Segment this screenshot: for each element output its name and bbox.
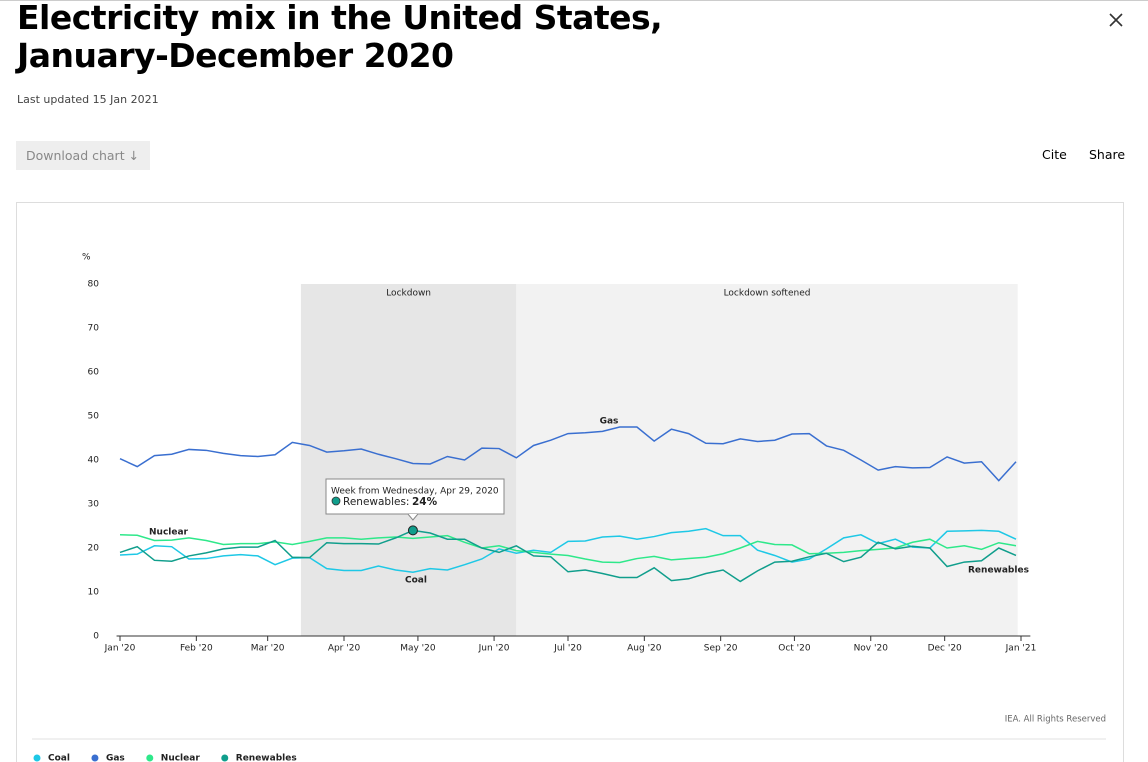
series-line (119, 529, 1017, 583)
y-tick-label: 70 (88, 324, 100, 334)
download-button[interactable]: Download chart ↓ (16, 141, 150, 170)
x-tick-label: Aug '20 (627, 644, 662, 654)
tooltip-swatch (331, 496, 341, 506)
x-tick-label: Jan '21 (1005, 644, 1037, 654)
x-tick-label: Dec '20 (928, 644, 962, 654)
legend-swatch (221, 754, 229, 762)
legend-label[interactable]: Gas (106, 754, 125, 762)
x-tick-label: Sep '20 (704, 644, 738, 654)
y-tick-label: 10 (88, 588, 100, 598)
highlight-point (407, 525, 418, 536)
legend-swatch (33, 754, 41, 762)
tooltip-box (325, 478, 505, 515)
tooltip-value: 24% (412, 496, 438, 508)
series-label: Nuclear (149, 528, 189, 538)
series-line (119, 527, 1017, 573)
x-tick-label: Jan '20 (104, 644, 136, 654)
y-tick-label: 30 (88, 500, 100, 510)
chart-card (16, 202, 1124, 762)
tooltip-label: Renewables: (343, 496, 409, 508)
period-label: Lockdown softened (724, 289, 811, 299)
legend-swatch (91, 754, 99, 762)
series-line (119, 426, 1017, 482)
x-tick-label: Oct '20 (778, 644, 811, 654)
close-button[interactable] (1108, 12, 1124, 28)
x-tick-label: Nov '20 (854, 644, 889, 654)
page-title: Electricity mix in the United States, Ja… (17, 0, 663, 75)
legend-label[interactable]: Coal (48, 754, 70, 762)
period-band (300, 284, 517, 636)
period-label: Lockdown (386, 289, 431, 299)
y-tick-label: 40 (88, 456, 100, 466)
credit: IEA. All Rights Reserved (1005, 715, 1106, 725)
y-tick-label: 0 (93, 632, 99, 642)
y-tick-label: 50 (88, 412, 100, 422)
legend-label[interactable]: Renewables (236, 754, 297, 762)
y-unit: % (82, 253, 91, 263)
tooltip-pointer (407, 513, 419, 521)
share-link[interactable]: Share (1089, 147, 1126, 162)
x-tick-label: May '20 (400, 644, 436, 654)
cite-link[interactable]: Cite (1042, 147, 1067, 162)
x-tick-label: Apr '20 (328, 644, 361, 654)
last-updated: Last updated 15 Jan 2021 (17, 93, 159, 106)
series-label: Gas (600, 417, 619, 427)
x-tick-label: Jun '20 (478, 644, 510, 654)
x-tick-label: Feb '20 (180, 644, 213, 654)
y-tick-label: 60 (88, 368, 100, 378)
legend-swatch (146, 754, 154, 762)
series-label: Renewables (968, 566, 1029, 576)
y-tick-label: 80 (88, 280, 100, 290)
period-band (516, 284, 1018, 636)
tooltip-title: Week from Wednesday, Apr 29, 2020 (331, 487, 499, 497)
legend-label[interactable]: Nuclear (161, 754, 201, 762)
x-tick-label: Jul '20 (553, 644, 582, 654)
y-tick-label: 20 (88, 544, 100, 554)
x-tick-label: Mar '20 (251, 644, 285, 654)
series-label: Coal (405, 576, 427, 586)
